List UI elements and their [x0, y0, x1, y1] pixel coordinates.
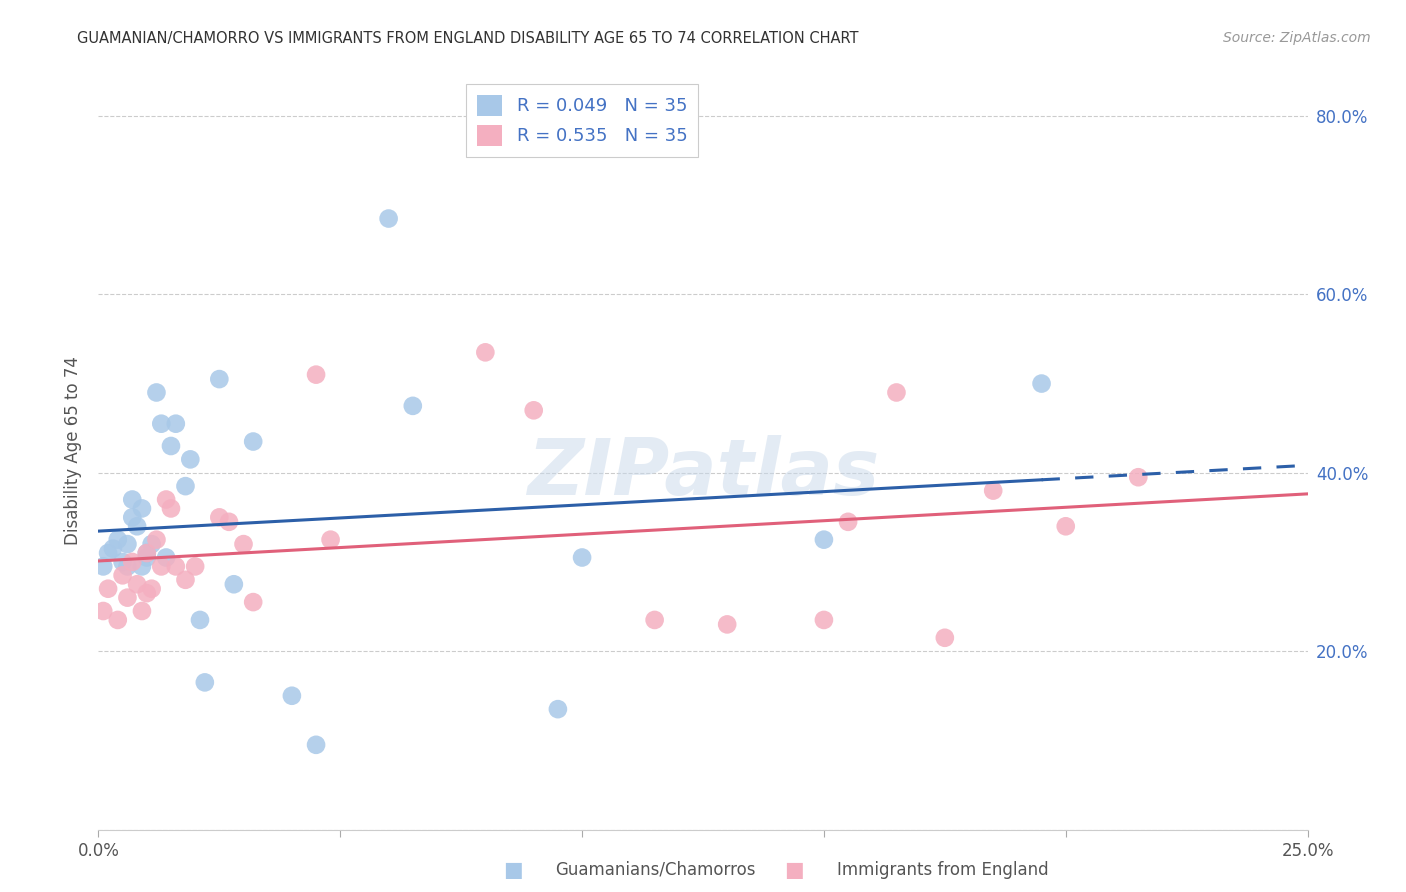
Point	[194, 675, 217, 690]
Point	[97, 546, 120, 560]
Point	[135, 586, 157, 600]
Point	[117, 559, 139, 574]
Point	[644, 613, 666, 627]
Point	[981, 483, 1004, 498]
Point	[208, 372, 231, 386]
Point	[179, 452, 201, 467]
Point	[232, 537, 254, 551]
Point	[174, 479, 197, 493]
Point	[127, 577, 149, 591]
Point	[402, 399, 425, 413]
Point	[281, 689, 304, 703]
Point	[813, 533, 835, 547]
Point	[117, 537, 139, 551]
Point	[813, 613, 835, 627]
Point	[111, 568, 134, 582]
Point	[222, 577, 245, 591]
Point	[886, 385, 908, 400]
Point	[155, 492, 177, 507]
Point	[107, 613, 129, 627]
Y-axis label: Disability Age 65 to 74: Disability Age 65 to 74	[65, 356, 83, 545]
Point	[1031, 376, 1053, 391]
Point	[141, 582, 163, 596]
Point	[145, 533, 167, 547]
Point	[218, 515, 240, 529]
Point	[131, 604, 153, 618]
Point	[474, 345, 496, 359]
Point	[242, 595, 264, 609]
Point	[111, 555, 134, 569]
Point	[91, 604, 114, 618]
Point	[91, 559, 114, 574]
Point	[150, 559, 173, 574]
Point	[101, 541, 124, 556]
Point	[117, 591, 139, 605]
Point	[547, 702, 569, 716]
Point	[716, 617, 738, 632]
Point	[135, 546, 157, 560]
Point	[174, 573, 197, 587]
Point	[135, 546, 157, 560]
Point	[135, 550, 157, 565]
Point	[1128, 470, 1150, 484]
Point	[242, 434, 264, 449]
Point	[184, 559, 207, 574]
Point	[523, 403, 546, 417]
Point	[165, 559, 187, 574]
Text: Source: ZipAtlas.com: Source: ZipAtlas.com	[1223, 31, 1371, 45]
Point	[165, 417, 187, 431]
Point	[131, 501, 153, 516]
Point	[1054, 519, 1077, 533]
Text: Guamanians/Chamorros: Guamanians/Chamorros	[555, 861, 756, 879]
Point	[155, 550, 177, 565]
Point	[145, 385, 167, 400]
Point	[141, 537, 163, 551]
Point	[160, 439, 183, 453]
Point	[305, 368, 328, 382]
Point	[127, 519, 149, 533]
Point	[571, 550, 593, 565]
Text: Immigrants from England: Immigrants from England	[837, 861, 1049, 879]
Point	[305, 738, 328, 752]
Point	[319, 533, 342, 547]
Point	[107, 533, 129, 547]
Point	[188, 613, 211, 627]
Point	[377, 211, 399, 226]
Point	[131, 559, 153, 574]
Point	[97, 582, 120, 596]
Text: ZIPatlas: ZIPatlas	[527, 435, 879, 511]
Point	[121, 510, 143, 524]
Point	[150, 417, 173, 431]
Legend: R = 0.049   N = 35, R = 0.535   N = 35: R = 0.049 N = 35, R = 0.535 N = 35	[465, 84, 699, 157]
Point	[208, 510, 231, 524]
Point	[934, 631, 956, 645]
Text: ■: ■	[503, 860, 523, 880]
Point	[837, 515, 859, 529]
Text: ■: ■	[785, 860, 804, 880]
Point	[121, 555, 143, 569]
Point	[160, 501, 183, 516]
Point	[121, 492, 143, 507]
Text: GUAMANIAN/CHAMORRO VS IMMIGRANTS FROM ENGLAND DISABILITY AGE 65 TO 74 CORRELATIO: GUAMANIAN/CHAMORRO VS IMMIGRANTS FROM EN…	[77, 31, 859, 46]
